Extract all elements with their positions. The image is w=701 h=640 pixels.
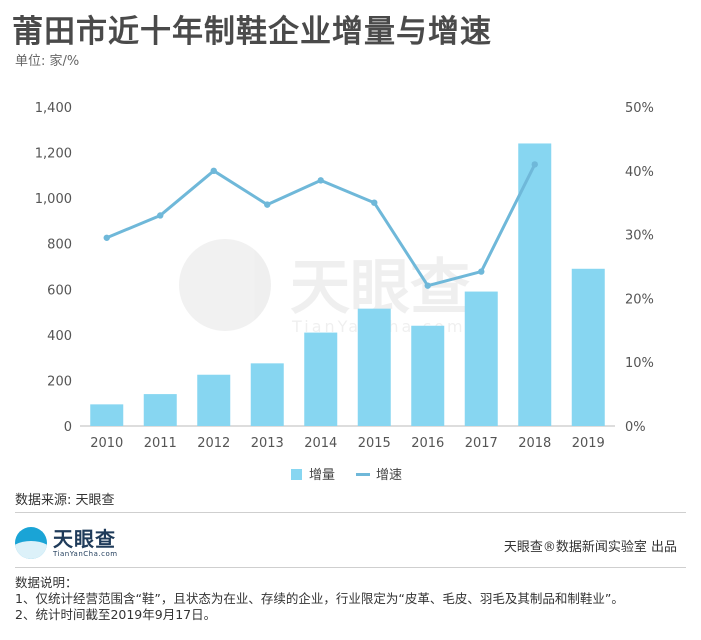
- data-notes: 数据说明： 1、仅统计经营范围含“鞋”，且状态为在业、存续的企业，行业限定为“皮…: [15, 575, 624, 623]
- bar: [90, 404, 124, 426]
- y-left-tick-label: 1,000: [35, 192, 72, 207]
- line-point: [264, 201, 271, 208]
- y-right-tick-label: 30%: [625, 229, 654, 244]
- bar: [357, 308, 391, 426]
- line-point: [317, 177, 324, 184]
- bar: [143, 394, 177, 426]
- note-item: 2、统计时间截至2019年9月17日。: [15, 607, 217, 622]
- x-tick-label: 2016: [411, 436, 444, 451]
- line-point: [478, 268, 485, 275]
- unit-label: 单位: 家/%: [15, 54, 80, 69]
- x-tick-label: 2018: [518, 436, 551, 451]
- chart-title: 莆田市近十年制鞋企业增量与增速: [12, 14, 492, 50]
- x-tick-label: 2019: [572, 436, 605, 451]
- x-tick-label: 2010: [90, 436, 123, 451]
- line-point: [531, 161, 538, 168]
- y-right-tick-label: 40%: [625, 165, 654, 180]
- notes-heading: 数据说明：: [15, 575, 78, 590]
- y-left-tick-label: 0: [64, 420, 72, 435]
- bar: [304, 332, 338, 426]
- divider: [15, 567, 686, 568]
- legend-bar-swatch: [291, 469, 302, 480]
- line-point: [103, 234, 110, 241]
- y-left-tick-label: 200: [47, 374, 72, 389]
- y-right-tick-label: 20%: [625, 292, 654, 307]
- data-source: 数据来源: 天眼查: [15, 493, 115, 508]
- bar: [197, 374, 231, 426]
- line-point: [210, 167, 217, 174]
- x-tick-label: 2015: [358, 436, 391, 451]
- y-left-tick-label: 1,400: [35, 101, 72, 116]
- line-point: [157, 212, 164, 219]
- bar: [571, 268, 605, 426]
- bar: [518, 143, 552, 426]
- x-tick-label: 2012: [197, 436, 230, 451]
- logo-eye-icon: [15, 527, 47, 559]
- x-tick-label: 2017: [465, 436, 498, 451]
- bar: [250, 363, 284, 426]
- bar: [464, 291, 498, 426]
- legend-line-label: 增速: [376, 468, 402, 483]
- y-right-tick-label: 0%: [625, 420, 646, 435]
- y-left-tick-label: 400: [47, 329, 72, 344]
- divider: [15, 512, 686, 513]
- y-left-tick-label: 1,200: [35, 147, 72, 162]
- line-point: [424, 282, 431, 289]
- bar: [411, 325, 445, 426]
- line-point: [371, 199, 378, 206]
- y-right-tick-label: 50%: [625, 101, 654, 116]
- x-tick-label: 2011: [144, 436, 177, 451]
- y-left-tick-label: 800: [47, 238, 72, 253]
- legend-bar-label: 增量: [309, 468, 335, 483]
- tianyancha-logo: 天眼查 TianYanCha.com: [15, 526, 118, 560]
- y-left-tick-label: 600: [47, 283, 72, 298]
- x-tick-label: 2013: [251, 436, 284, 451]
- credit-text: 天眼查®数据新闻实验室 出品: [503, 540, 677, 555]
- x-tick-label: 2014: [304, 436, 337, 451]
- logo-text-en: TianYanCha.com: [53, 549, 118, 558]
- watermark-logo-icon: [179, 239, 271, 331]
- y-right-tick-label: 10%: [625, 356, 654, 371]
- note-item: 1、仅统计经营范围含“鞋”，且状态为在业、存续的企业，行业限定为“皮革、毛皮、羽…: [15, 591, 624, 606]
- logo-text-cn: 天眼查: [53, 526, 116, 551]
